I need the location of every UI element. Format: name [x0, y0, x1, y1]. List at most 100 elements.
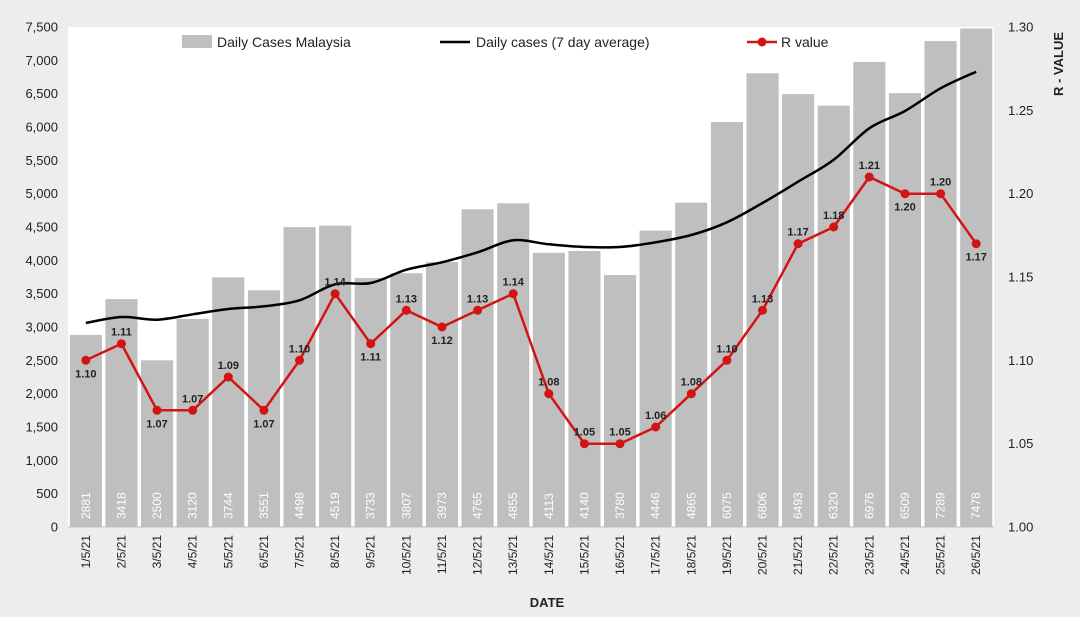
- bars-layer: [69, 28, 993, 528]
- x-axis-title: DATE: [530, 595, 565, 610]
- r-value-point: [579, 439, 589, 449]
- bar: [710, 122, 743, 527]
- r-data-label: 1.11: [360, 352, 381, 364]
- r-value-point: [722, 355, 732, 365]
- x-axis-tick-label: 13/5/21: [506, 535, 520, 575]
- r-data-label: 1.14: [324, 277, 346, 289]
- bar: [425, 262, 458, 527]
- right-axis-title: R - VALUE: [1051, 32, 1066, 96]
- x-axis-tick-label: 19/5/21: [720, 535, 734, 575]
- r-value-point: [116, 339, 126, 349]
- x-axis-tick-label: 18/5/21: [684, 535, 698, 575]
- legend-label-average: Daily cases (7 day average): [476, 34, 650, 50]
- r-data-label: 1.20: [930, 177, 951, 189]
- r-value-point: [971, 239, 981, 249]
- left-axis-tick-label: 0: [51, 520, 58, 535]
- x-axis-tick-label: 9/5/21: [364, 535, 378, 569]
- right-axis-tick-label: 1.05: [1008, 436, 1033, 451]
- bar-data-label: 7478: [969, 492, 983, 519]
- x-axis-tick-label: 26/5/21: [969, 535, 983, 575]
- bar-data-label: 3807: [399, 492, 413, 519]
- r-data-label: 1.12: [431, 335, 452, 347]
- r-data-label: 1.10: [75, 368, 96, 380]
- right-axis-ticks: 1.00 1.05 1.10 1.15 1.20 1.25 1.30: [1008, 20, 1033, 535]
- bar-data-label: 4140: [577, 492, 591, 519]
- r-value-point: [473, 305, 483, 315]
- r-value-point: [330, 289, 340, 299]
- x-axis-tick-label: 4/5/21: [186, 535, 200, 569]
- left-axis-tick-label: 500: [36, 486, 58, 501]
- r-value-point: [758, 305, 767, 315]
- bar-data-label: 3551: [257, 492, 271, 519]
- legend-swatch-daily-cases: [182, 35, 212, 48]
- r-line-layer: [81, 172, 981, 449]
- r-data-label: 1.13: [752, 293, 773, 305]
- x-axis-tick-label: 12/5/21: [471, 535, 485, 575]
- left-axis-tick-label: 5,000: [25, 186, 58, 201]
- bar: [924, 41, 957, 527]
- r-value-point: [259, 405, 269, 415]
- left-axis-tick-label: 7,000: [25, 53, 58, 68]
- x-axis-tick-label: 1/5/21: [79, 535, 93, 569]
- bar-data-label: 7289: [934, 492, 948, 519]
- r-value-point: [651, 422, 661, 432]
- r-value-point: [152, 405, 162, 415]
- x-axis-tick-label: 17/5/21: [649, 535, 663, 575]
- r-data-label: 1.17: [787, 227, 808, 239]
- left-axis-tick-label: 6,000: [25, 120, 58, 135]
- bar-data-label: 6509: [898, 492, 912, 519]
- x-axis-tick-label: 20/5/21: [756, 535, 770, 575]
- r-labels-layer: 1.10 1.11 1.07 1.07 1.09 1.07 1.10 1.14 1.11 1.13…: [75, 160, 987, 439]
- bar-data-label: 3780: [613, 492, 627, 519]
- bar: [853, 61, 886, 528]
- bar: [176, 319, 209, 527]
- x-axis-tick-label: 25/5/21: [934, 535, 948, 575]
- x-axis-tick-label: 5/5/21: [221, 535, 235, 569]
- bar-data-label: 2881: [79, 492, 93, 519]
- x-axis-tick-label: 2/5/21: [114, 535, 128, 569]
- x-axis-tick-label: 10/5/21: [399, 535, 413, 575]
- left-axis-tick-label: 6,500: [25, 86, 58, 101]
- bar-data-label: 6075: [720, 492, 734, 519]
- r-value-point: [900, 189, 910, 199]
- bar: [568, 251, 601, 527]
- bar-data-label: 6493: [791, 492, 805, 519]
- right-axis-tick-label: 1.20: [1008, 186, 1033, 201]
- bar: [105, 299, 138, 527]
- r-data-label: 1.13: [396, 293, 417, 305]
- bar-data-label: 3973: [435, 492, 449, 519]
- left-axis-ticks: 0 500 1,000 1,500 2,000 2,500 3,000 3,500 4,000 4…: [25, 20, 58, 535]
- left-axis-tick-label: 5,500: [25, 153, 58, 168]
- r-value-point: [81, 355, 91, 365]
- bar-data-label: 2500: [150, 492, 164, 519]
- right-axis-tick-label: 1.10: [1008, 353, 1033, 368]
- r-value-point: [401, 305, 411, 315]
- bar-data-label: 6976: [862, 492, 876, 519]
- r-data-label: 1.08: [681, 377, 702, 389]
- r-value-point: [223, 372, 233, 382]
- r-value-point: [366, 339, 376, 349]
- left-axis-tick-label: 1,500: [25, 420, 58, 435]
- legend-label-r-value: R value: [781, 34, 829, 50]
- x-axis-tick-label: 7/5/21: [293, 535, 307, 569]
- r-value-point: [864, 172, 874, 182]
- x-axis-tick-label: 21/5/21: [791, 535, 805, 575]
- r-value-point: [437, 322, 447, 332]
- r-data-label: 1.09: [218, 360, 239, 372]
- x-axis-tick-label: 3/5/21: [150, 535, 164, 569]
- right-axis-tick-label: 1.30: [1008, 20, 1033, 35]
- r-value-point: [508, 289, 518, 299]
- r-data-label: 1.20: [894, 202, 915, 214]
- bar: [817, 105, 850, 527]
- r-value-point: [544, 389, 554, 399]
- legend-label-daily-cases: Daily Cases Malaysia: [217, 34, 351, 50]
- r-value-point: [188, 405, 198, 415]
- bar-data-label: 3744: [221, 492, 235, 519]
- r-value-point: [936, 189, 946, 199]
- r-data-label: 1.10: [289, 343, 310, 355]
- bar: [675, 202, 708, 527]
- x-axis-ticks: 1/5/21 2/5/21 3/5/21 4/5/21 5/5/21 6/5/21 7/5/…: [79, 535, 983, 575]
- right-axis-tick-label: 1.15: [1008, 270, 1033, 285]
- bar-data-label: 3418: [114, 492, 128, 519]
- r-data-label: 1.21: [859, 160, 880, 172]
